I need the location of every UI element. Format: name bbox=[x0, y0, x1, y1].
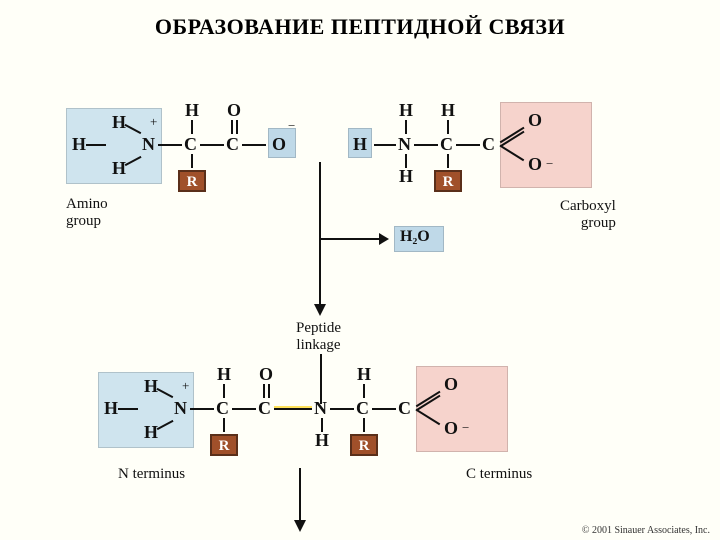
n-terminus-label: N terminus bbox=[118, 466, 185, 483]
atom-C: C bbox=[356, 398, 369, 419]
c-terminus-label: C terminus bbox=[466, 466, 532, 483]
atom-H: H bbox=[104, 398, 118, 419]
atom-N: N bbox=[142, 134, 155, 155]
atom-O: O bbox=[444, 418, 458, 439]
atom-C: C bbox=[184, 134, 197, 155]
atom-H: H bbox=[144, 422, 158, 443]
atom-C: C bbox=[482, 134, 495, 155]
r-group: R bbox=[178, 170, 206, 192]
h2o-label: H₂O bbox=[400, 228, 430, 246]
atom-C: C bbox=[226, 134, 239, 155]
r-group: R bbox=[210, 434, 238, 456]
amino-group-label: Amino group bbox=[66, 196, 108, 231]
carboxyl-box-top bbox=[500, 102, 592, 188]
atom-H: H bbox=[399, 166, 413, 187]
r-group: R bbox=[434, 170, 462, 192]
atom-H: H bbox=[112, 158, 126, 179]
arrowhead-down bbox=[294, 520, 306, 532]
atom-O: O bbox=[528, 154, 542, 175]
atom-H: H bbox=[144, 376, 158, 397]
atom-C: C bbox=[216, 398, 229, 419]
atom-O: O bbox=[444, 374, 458, 395]
diagram-canvas: H H H N + Amino group C H R C O O − H N … bbox=[0, 0, 720, 540]
arrowhead-down bbox=[314, 304, 326, 316]
atom-C: C bbox=[440, 134, 453, 155]
atom-O: O bbox=[528, 110, 542, 131]
charge-minus: − bbox=[546, 156, 553, 172]
carboxyl-box-bottom bbox=[416, 366, 508, 452]
atom-H: H bbox=[72, 134, 86, 155]
atom-H: H bbox=[315, 430, 329, 451]
r-group: R bbox=[350, 434, 378, 456]
atom-O: O bbox=[227, 100, 241, 121]
atom-H: H bbox=[112, 112, 126, 133]
charge-minus: − bbox=[288, 118, 295, 134]
charge-plus: + bbox=[182, 378, 189, 394]
final-arrow bbox=[299, 468, 301, 522]
atom-O: O bbox=[259, 364, 273, 385]
arrowhead-right bbox=[379, 233, 389, 245]
atom-O-leaving: O bbox=[272, 134, 286, 155]
atom-H: H bbox=[399, 100, 413, 121]
atom-H-leaving: H bbox=[353, 134, 367, 155]
reaction-arrow bbox=[319, 162, 321, 306]
atom-N: N bbox=[398, 134, 411, 155]
charge-plus: + bbox=[150, 114, 157, 130]
atom-H: H bbox=[357, 364, 371, 385]
atom-N: N bbox=[174, 398, 187, 419]
charge-minus: − bbox=[462, 420, 469, 436]
atom-C: C bbox=[258, 398, 271, 419]
copyright-text: © 2001 Sinauer Associates, Inc. bbox=[582, 525, 710, 536]
atom-H: H bbox=[217, 364, 231, 385]
atom-H: H bbox=[441, 100, 455, 121]
atom-H: H bbox=[185, 100, 199, 121]
atom-C: C bbox=[398, 398, 411, 419]
peptide-linkage-label: Peptide linkage bbox=[296, 320, 341, 355]
carboxyl-group-label: Carboxyl group bbox=[560, 198, 616, 233]
